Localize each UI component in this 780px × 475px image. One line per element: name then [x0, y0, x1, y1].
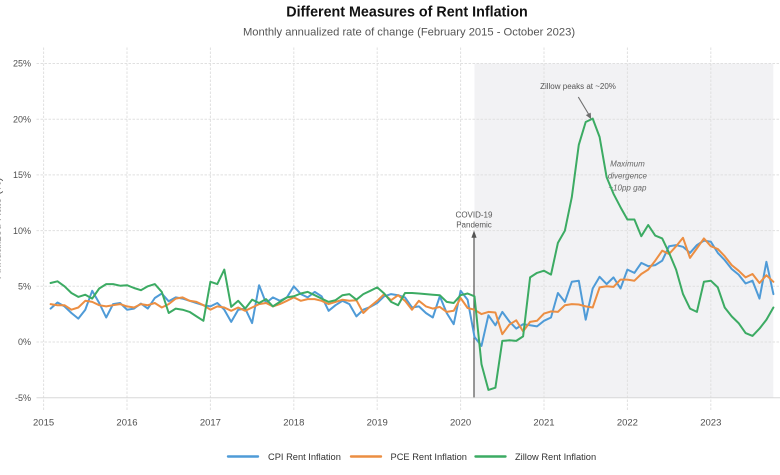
svg-text:Monthly annualized rate of cha: Monthly annualized rate of change (Febru… — [243, 26, 575, 38]
svg-text:2018: 2018 — [283, 418, 304, 429]
svg-text:Zillow Rent Inflation: Zillow Rent Inflation — [515, 452, 596, 462]
svg-text:COVID-19: COVID-19 — [456, 211, 493, 220]
svg-text:10%: 10% — [13, 226, 31, 236]
svg-text:2022: 2022 — [617, 418, 638, 429]
svg-text:Maximum: Maximum — [610, 160, 645, 169]
svg-text:2019: 2019 — [367, 418, 388, 429]
svg-text:2016: 2016 — [116, 418, 137, 429]
svg-text:2021: 2021 — [533, 418, 554, 429]
svg-text:5%: 5% — [18, 282, 31, 292]
svg-text:Different Measures of Rent Inf: Different Measures of Rent Inflation — [286, 4, 527, 20]
svg-text:15%: 15% — [13, 170, 31, 180]
svg-text:CPI Rent Inflation: CPI Rent Inflation — [268, 452, 341, 462]
svg-text:-5%: -5% — [15, 393, 31, 403]
svg-text:divergence: divergence — [608, 172, 648, 181]
svg-text:25%: 25% — [13, 59, 31, 69]
svg-text:2017: 2017 — [200, 418, 221, 429]
svg-text:PCE Rent Inflation: PCE Rent Inflation — [391, 452, 467, 462]
svg-text:2020: 2020 — [450, 418, 471, 429]
svg-text:~10pp gap: ~10pp gap — [608, 183, 647, 192]
svg-text:Pandemic: Pandemic — [456, 221, 492, 230]
svg-text:Zillow peaks at ~20%: Zillow peaks at ~20% — [540, 82, 616, 91]
svg-text:20%: 20% — [13, 114, 31, 124]
svg-text:2023: 2023 — [700, 418, 721, 429]
svg-text:2015: 2015 — [33, 418, 54, 429]
svg-text:0%: 0% — [18, 337, 31, 347]
svg-text:Annualized Rate (%): Annualized Rate (%) — [0, 178, 4, 279]
